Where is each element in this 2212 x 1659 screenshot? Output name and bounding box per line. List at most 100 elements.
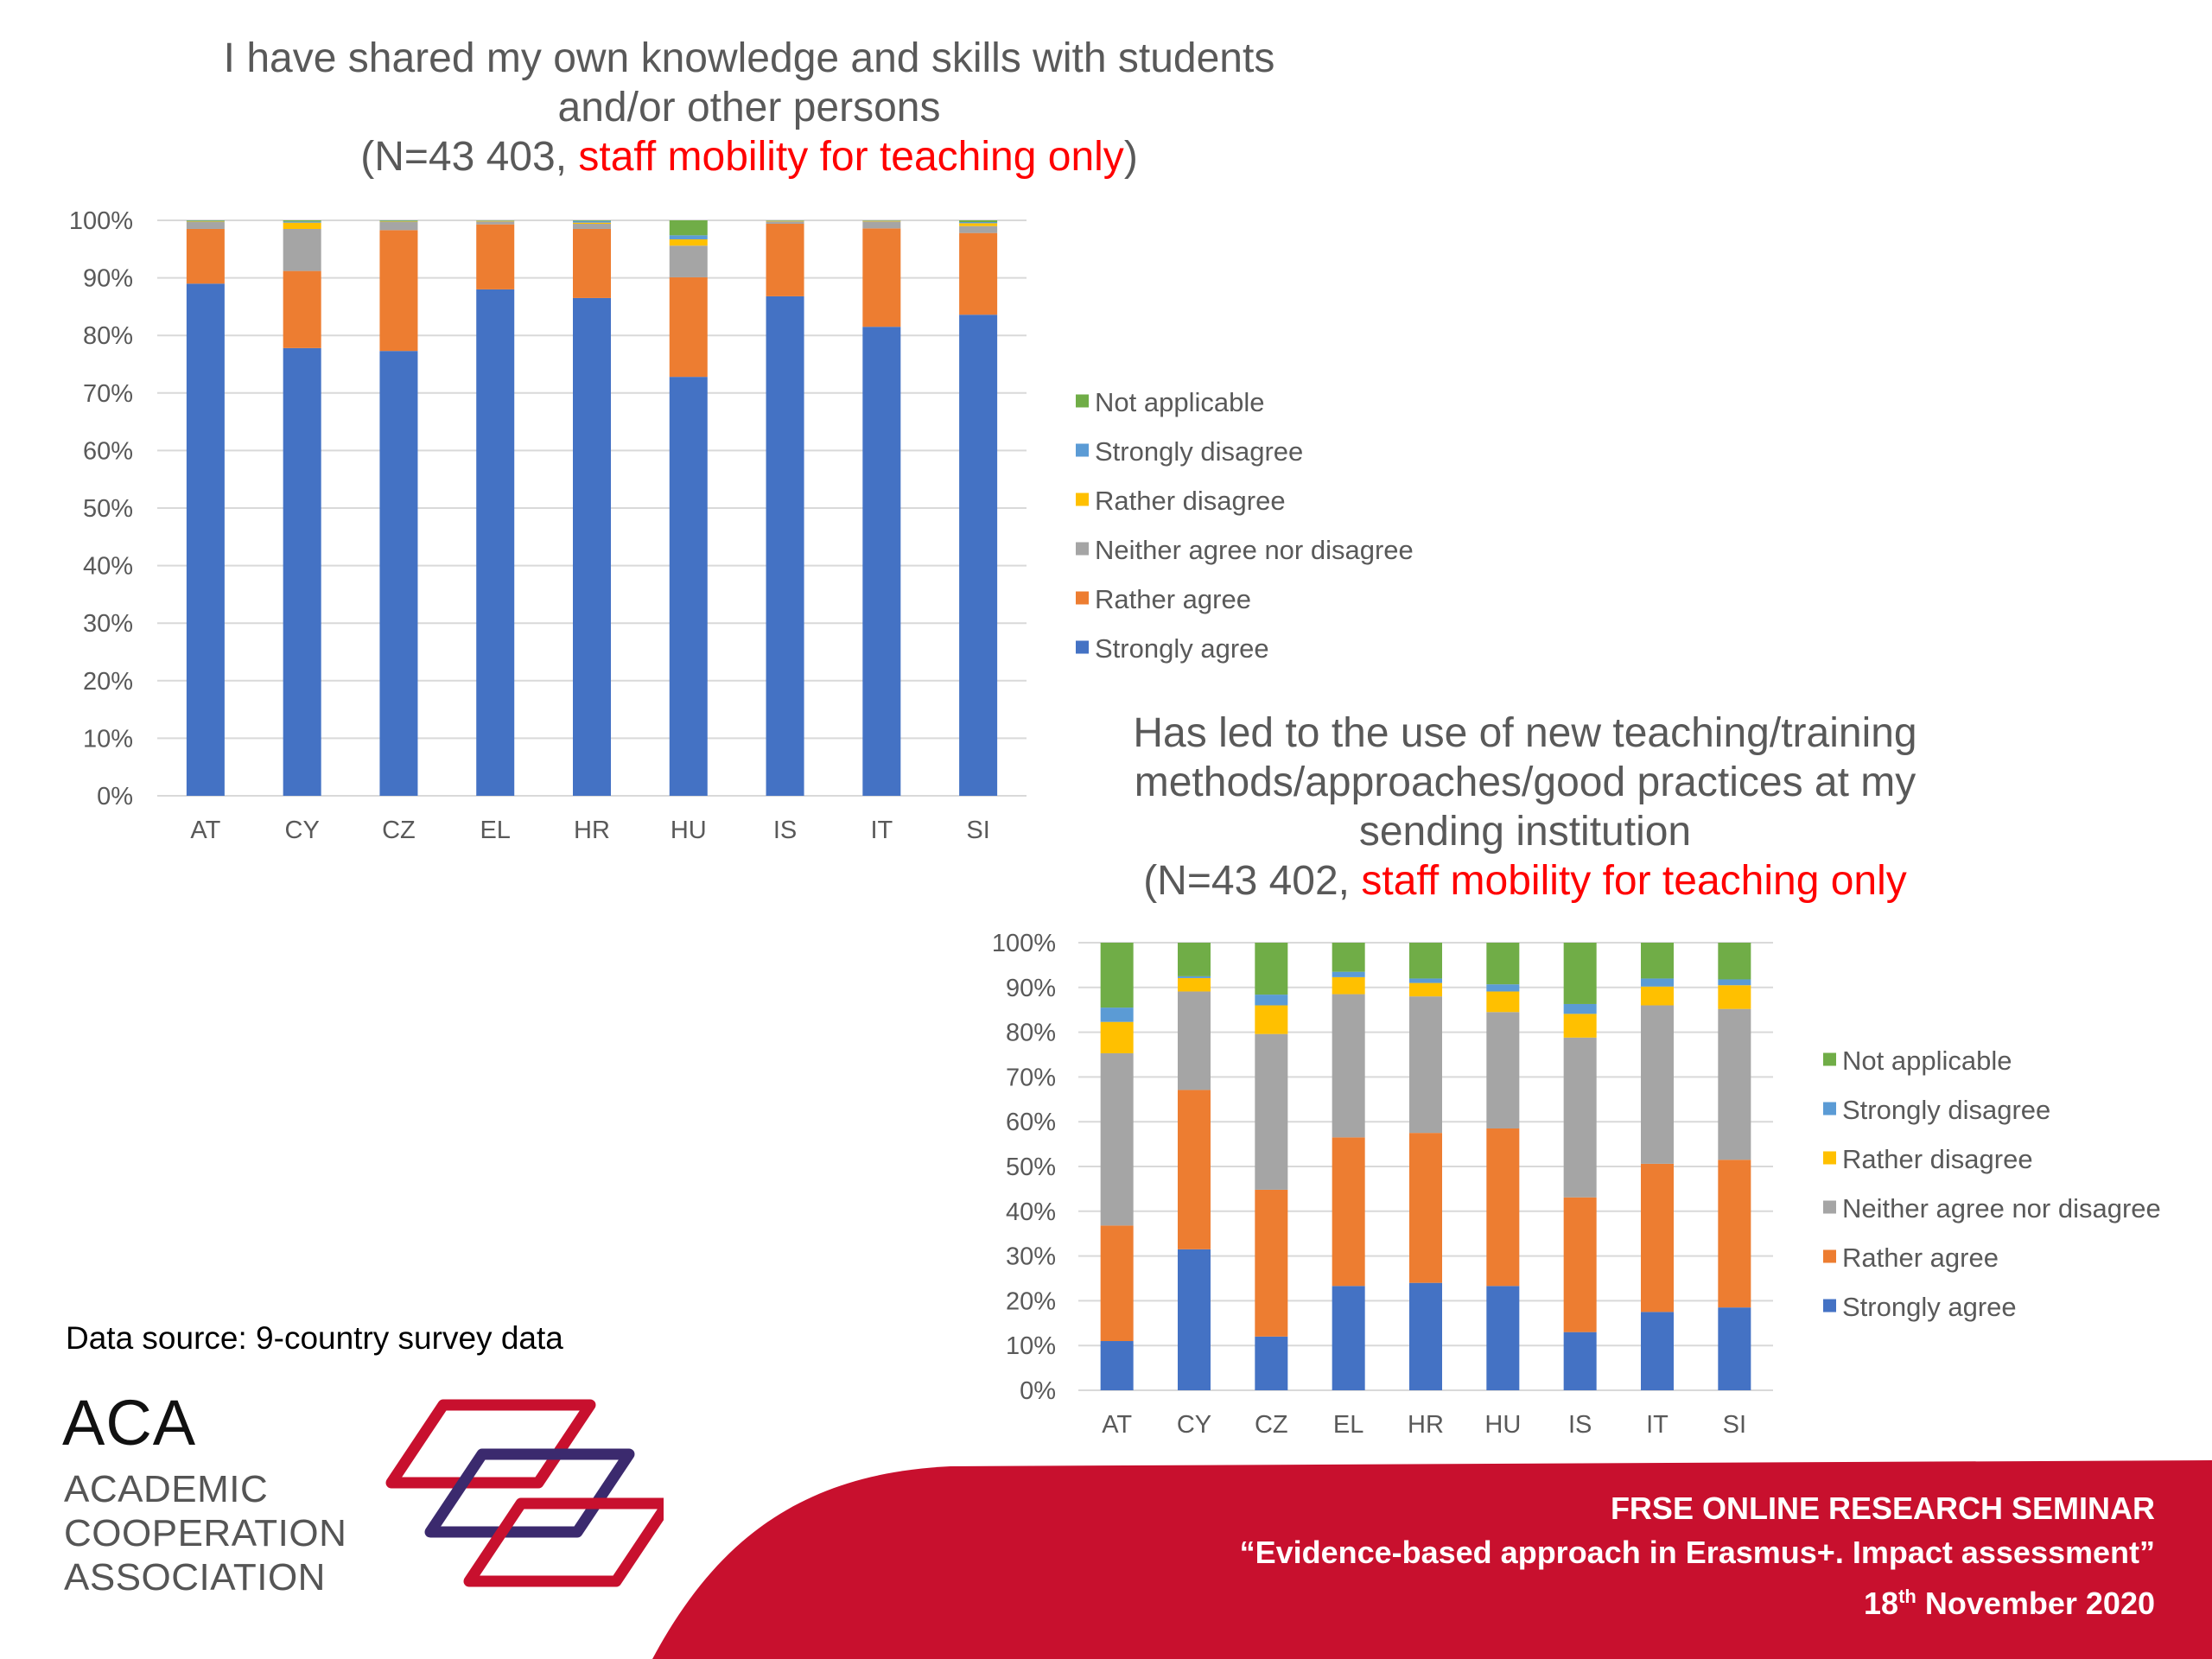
- x-tick-label: HR: [574, 817, 610, 844]
- aca-logo: ACA ACADEMIC COOPERATION ASSOCIATION: [62, 1391, 667, 1607]
- legend-label: Not applicable: [1095, 387, 1264, 417]
- aca-logo-line2: COOPERATION: [64, 1512, 347, 1554]
- y-tick-label: 20%: [83, 668, 133, 696]
- bar-segment: [283, 228, 321, 271]
- aca-logo-line1: ACADEMIC: [64, 1468, 269, 1510]
- legend-swatch: [1076, 591, 1089, 605]
- seminar-date: 18th November 2020: [1240, 1574, 2155, 1625]
- legend-swatch: [1076, 493, 1089, 506]
- legend-label: Strongly agree: [1095, 633, 1269, 664]
- y-tick-label: 60%: [83, 437, 133, 465]
- chart1-subtitle: (N=43 403, staff mobility for teaching o…: [360, 134, 1138, 180]
- bar-segment: [669, 276, 708, 378]
- bar-segment: [959, 223, 998, 226]
- y-tick-label: 30%: [83, 610, 133, 638]
- bar-segment: [186, 283, 225, 796]
- y-tick-label: 100%: [69, 207, 133, 235]
- chart1-title-line2: and/or other persons: [558, 85, 941, 130]
- bar-segment: [573, 220, 611, 223]
- bar-segment: [959, 220, 998, 222]
- bar-segment: [476, 220, 515, 222]
- bar-segment: [476, 221, 515, 225]
- bar-segment: [862, 228, 901, 327]
- chart1-subtitle-prefix: (N=43 403,: [360, 134, 578, 180]
- bar-segment: [186, 221, 225, 229]
- x-tick-label: HU: [671, 817, 707, 844]
- bar-segment: [476, 289, 515, 796]
- y-tick-label: 90%: [83, 265, 133, 293]
- y-tick-label: 40%: [83, 553, 133, 581]
- bar-segment: [379, 351, 418, 796]
- bar-segment: [669, 377, 708, 796]
- seminar-title: FRSE ONLINE RESEARCH SEMINAR: [1610, 1491, 2155, 1526]
- bar-segment: [476, 224, 515, 289]
- bar-segment: [862, 220, 901, 222]
- bar-segment: [283, 347, 321, 796]
- bar-segment: [669, 238, 708, 246]
- bar-segment: [959, 226, 998, 233]
- x-tick-label: AT: [190, 817, 220, 844]
- x-tick-label: CZ: [382, 817, 416, 844]
- bar-segment: [573, 222, 611, 224]
- bar-segment: [379, 221, 418, 231]
- bar-segment: [283, 221, 321, 223]
- bar-segment: [766, 296, 804, 796]
- seminar-date-day: 18: [1864, 1586, 1899, 1621]
- bar-segment: [573, 228, 611, 298]
- x-tick-label: SI: [966, 817, 989, 844]
- legend-label: Rather agree: [1095, 584, 1251, 614]
- bar-segment: [186, 228, 225, 284]
- seminar-date-rest: November 2020: [1916, 1586, 2155, 1621]
- bar-segment: [766, 220, 804, 222]
- bar-segment: [573, 297, 611, 796]
- seminar-date-suffix: th: [1898, 1586, 1916, 1607]
- bar-segment: [766, 221, 804, 224]
- x-tick-label: IT: [870, 817, 893, 844]
- x-tick-label: EL: [480, 817, 510, 844]
- legend-swatch: [1076, 394, 1089, 408]
- bar-segment: [669, 245, 708, 277]
- legend-label: Rather disagree: [1095, 486, 1286, 516]
- bar-segment: [379, 220, 418, 221]
- bar-segment: [669, 220, 708, 236]
- legend-swatch: [1076, 542, 1089, 556]
- seminar-subtitle: “Evidence-based approach in Erasmus+. Im…: [1239, 1535, 2155, 1570]
- bar-segment: [862, 221, 901, 229]
- y-tick-label: 0%: [97, 783, 133, 810]
- bar-segment: [959, 232, 998, 315]
- bar-segment: [573, 220, 611, 221]
- legend-swatch: [1076, 443, 1089, 457]
- aca-logo-line3: ASSOCIATION: [64, 1556, 326, 1599]
- x-tick-label: CY: [285, 817, 320, 844]
- bar-segment: [959, 221, 998, 224]
- y-tick-label: 50%: [83, 495, 133, 523]
- bar-segment: [862, 327, 901, 797]
- bar-segment: [766, 223, 804, 296]
- bar-segment: [283, 270, 321, 348]
- chart1-subtitle-suffix: ): [1124, 134, 1138, 180]
- y-tick-label: 70%: [83, 380, 133, 408]
- bar-segment: [186, 220, 225, 222]
- bar-segment: [379, 230, 418, 352]
- chart1-subtitle-highlight: staff mobility for teaching only: [578, 134, 1123, 180]
- bar-segment: [283, 220, 321, 222]
- bar-segment: [186, 220, 225, 221]
- bar-segment: [379, 221, 418, 222]
- seminar-info: FRSE ONLINE RESEARCH SEMINAR “Evidence-b…: [1240, 1486, 2155, 1625]
- legend-swatch: [1076, 640, 1089, 654]
- bar-segment: [573, 223, 611, 229]
- aca-logo-acronym: ACA: [62, 1387, 197, 1459]
- aca-logo-mark: [385, 1399, 664, 1587]
- bar-segment: [186, 221, 225, 222]
- x-tick-label: IS: [773, 817, 797, 844]
- bar-segment: [669, 235, 708, 239]
- legend-label: Neither agree nor disagree: [1095, 535, 1414, 565]
- bar-segment: [959, 315, 998, 796]
- bar-segment: [379, 220, 418, 222]
- chart1-title-line1: I have shared my own knowledge and skill…: [224, 35, 1275, 81]
- legend-label: Strongly disagree: [1095, 436, 1303, 467]
- bar-segment: [283, 222, 321, 229]
- y-tick-label: 80%: [83, 322, 133, 350]
- data-source-note: Data source: 9-country survey data: [66, 1320, 563, 1356]
